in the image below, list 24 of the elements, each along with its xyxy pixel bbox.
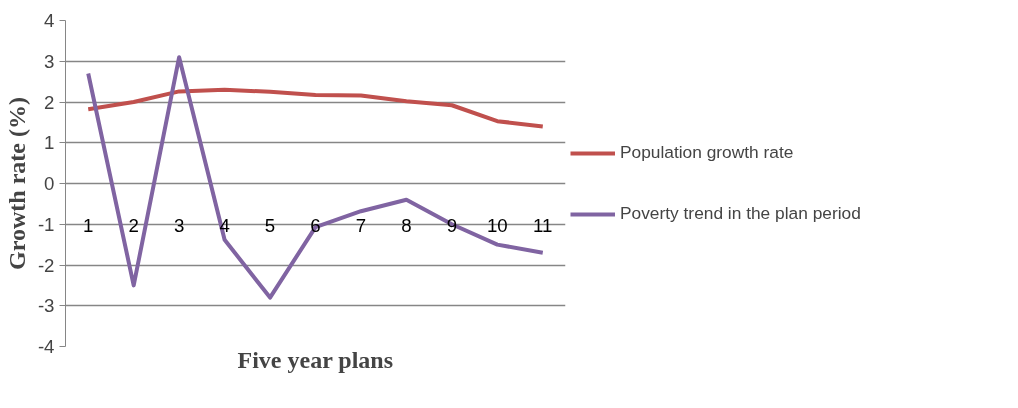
y-tick-label: -4 (37, 336, 55, 357)
x-tick-label: 9 (446, 215, 458, 236)
x-axis-title: Five year plans (237, 346, 394, 373)
x-tick-label: 11 (533, 215, 553, 236)
y-axis-title: Growth rate (%) (3, 97, 30, 270)
line-series (86, 87, 545, 129)
legend-label: Population growth rate (620, 142, 794, 163)
y-tick-label: 2 (44, 91, 55, 113)
y-tick-label: 1 (44, 132, 55, 154)
legend-label: Poverty trend in the plan period (620, 203, 861, 224)
y-tick-label: -2 (37, 254, 55, 276)
x-tick-label: 8 (401, 215, 412, 236)
x-tick-label: 1 (83, 215, 94, 236)
x-tick-label: 3 (173, 215, 185, 236)
x-tick-label: 10 (486, 215, 508, 236)
y-tick-label: 4 (44, 10, 55, 31)
y-tick-label: 0 (44, 173, 55, 194)
x-tick-label: 5 (264, 215, 276, 236)
y-tick-label: -1 (37, 213, 55, 235)
x-tick-label: 7 (355, 215, 367, 236)
y-tick-label: 3 (44, 50, 55, 72)
y-tick-label: -3 (37, 295, 55, 317)
x-tick-label: 6 (310, 215, 321, 236)
x-tick-label: 2 (128, 215, 139, 236)
